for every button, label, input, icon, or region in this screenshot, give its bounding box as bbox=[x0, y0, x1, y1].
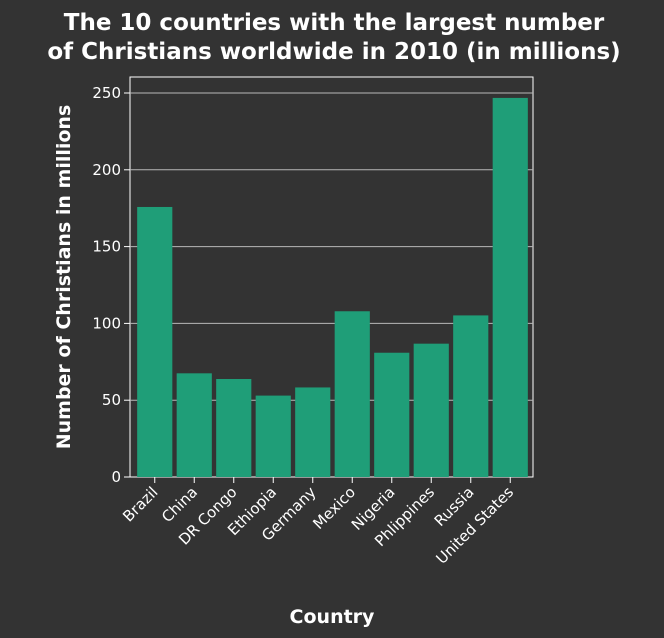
y-tick-label: 0 bbox=[111, 468, 121, 486]
bar bbox=[137, 206, 173, 478]
y-tick-label: 150 bbox=[92, 238, 121, 256]
bar bbox=[334, 311, 370, 477]
y-tick-label: 250 bbox=[92, 84, 121, 102]
chart-title-line-1: The 10 countries with the largest number bbox=[64, 10, 605, 36]
bar bbox=[176, 373, 212, 477]
bar bbox=[216, 379, 252, 477]
y-tick-label: 100 bbox=[92, 314, 121, 332]
bars bbox=[137, 97, 528, 478]
y-axis: 0 50 100 150 200 250 bbox=[92, 84, 130, 486]
bar bbox=[413, 343, 449, 477]
x-tick-label: Brazil bbox=[119, 483, 161, 525]
y-tick-label: 200 bbox=[92, 161, 121, 179]
x-axis-label: Country bbox=[290, 606, 376, 628]
bar bbox=[255, 395, 291, 477]
y-tick-label: 50 bbox=[102, 391, 121, 409]
bar bbox=[453, 315, 489, 477]
chart-title-line-2: of Christians worldwide in 2010 (in mill… bbox=[47, 39, 620, 65]
bar bbox=[374, 352, 410, 477]
bar bbox=[295, 387, 331, 477]
bar bbox=[492, 97, 528, 478]
y-axis-label: Number of Christians in millions bbox=[53, 105, 75, 450]
